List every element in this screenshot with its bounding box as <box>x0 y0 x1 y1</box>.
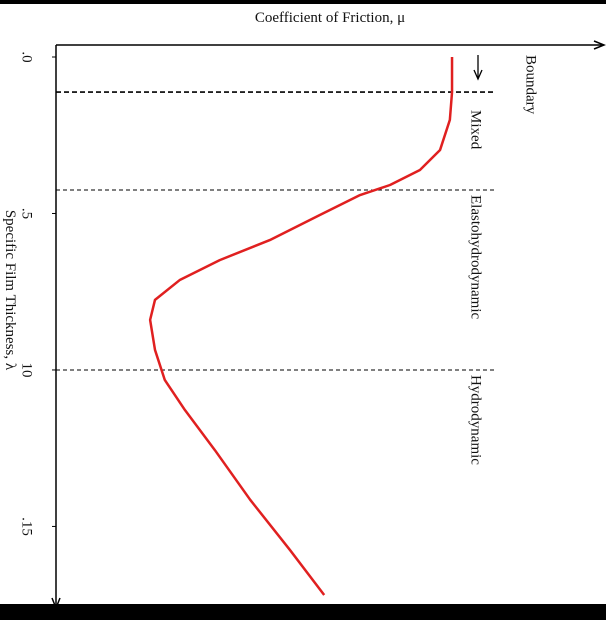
axis-label: Specific Film Thickness, λ <box>2 210 18 371</box>
tick-label: .0 <box>19 51 35 62</box>
chart-title: Coefficient of Friction, μ <box>255 10 405 26</box>
curve <box>148 57 454 596</box>
frame-bottom <box>0 604 606 620</box>
regime-label: Elastohydrodynamic <box>468 195 484 319</box>
tick-label: .5 <box>19 208 35 219</box>
tick-label: .15 <box>19 517 35 536</box>
frame-top <box>0 0 606 4</box>
arrow-head <box>51 597 61 611</box>
regime-label: Hydrodynamic <box>468 375 484 465</box>
pointer-head <box>473 69 483 81</box>
tick-label: 10 <box>19 362 35 377</box>
regime-label: Boundary <box>523 55 539 115</box>
arrow-head <box>593 40 606 50</box>
regime-label: Mixed <box>468 110 484 150</box>
